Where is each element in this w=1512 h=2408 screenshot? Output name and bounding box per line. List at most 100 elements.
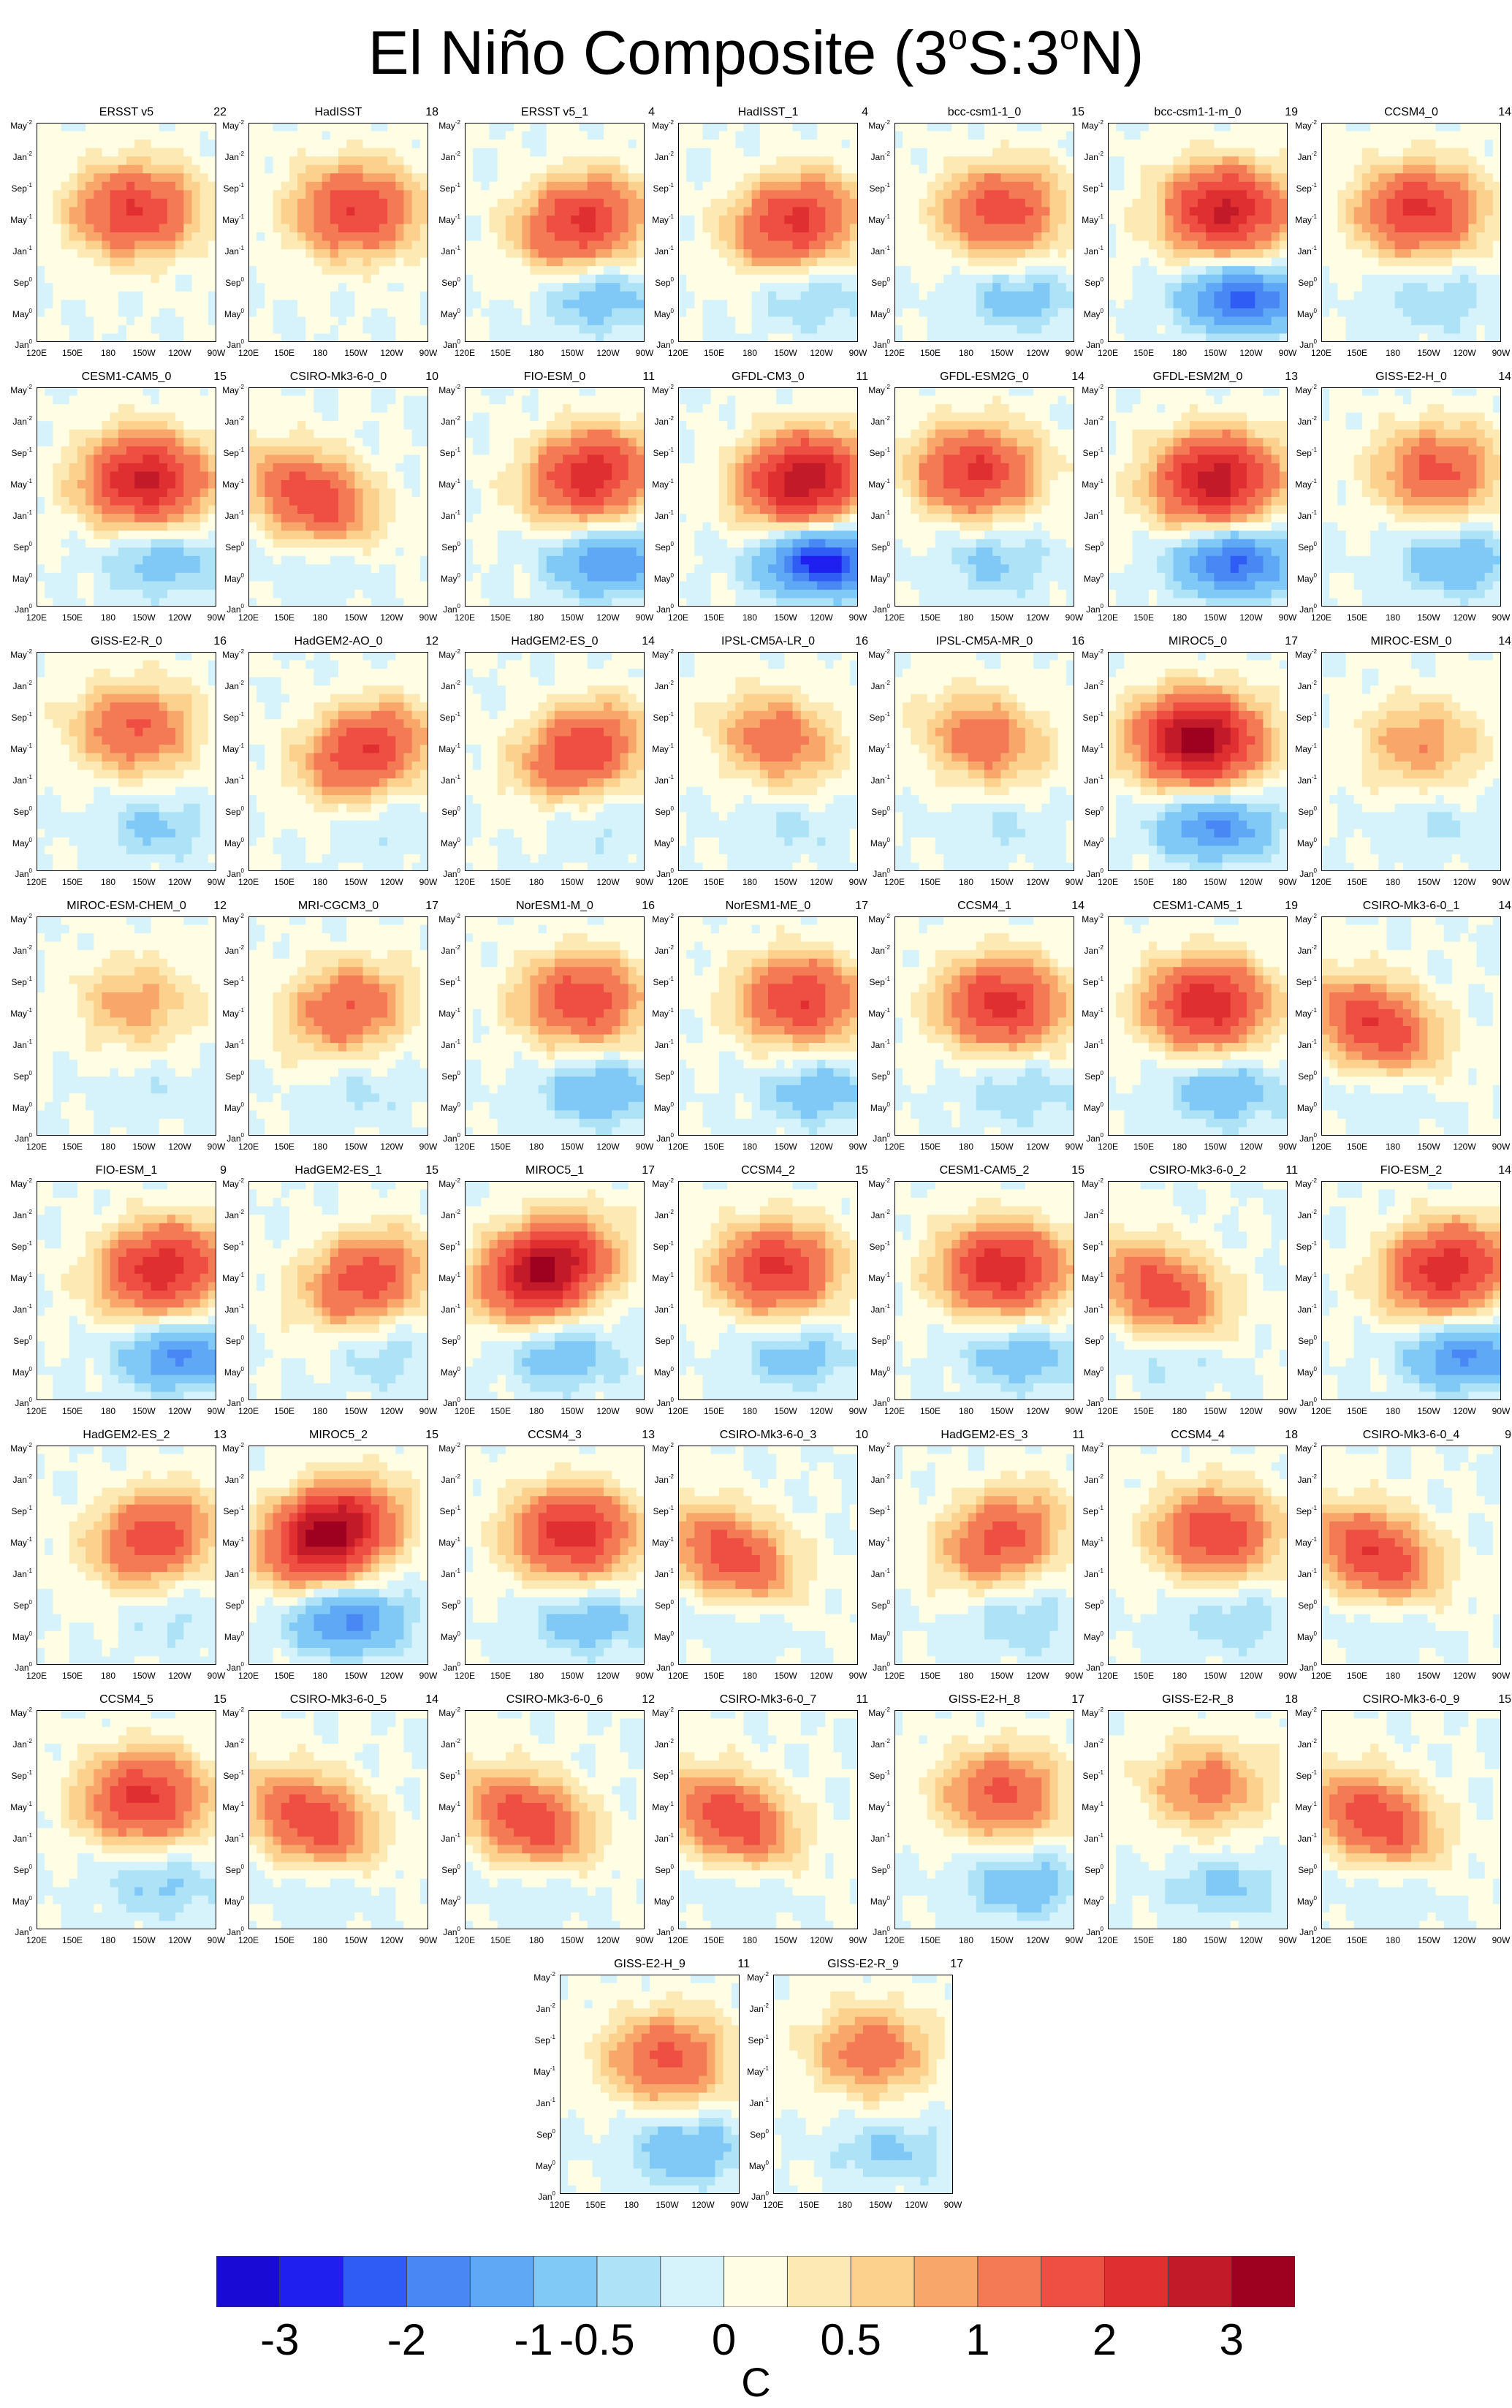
heatmap-cell xyxy=(1000,148,1010,157)
heatmap-cell xyxy=(759,266,769,276)
heatmap-cell xyxy=(1108,316,1117,326)
heatmap-cell xyxy=(45,589,53,599)
heatmap-cell xyxy=(1279,249,1288,259)
heatmap-cell xyxy=(1329,257,1338,267)
heatmap-cell xyxy=(505,232,514,242)
heatmap-cell xyxy=(727,266,736,276)
heatmap-cell xyxy=(143,522,152,531)
heatmap-cell xyxy=(94,421,103,430)
heatmap-cell xyxy=(1148,215,1158,225)
heatmap-cell xyxy=(322,300,331,309)
heatmap-cell xyxy=(53,547,62,557)
heatmap-cell xyxy=(61,572,70,582)
heatmap-cell xyxy=(1321,249,1330,259)
heatmap-cell xyxy=(841,283,851,292)
heatmap-cell xyxy=(776,283,785,292)
heatmap-cell xyxy=(473,308,482,317)
heatmap-cell xyxy=(1116,274,1125,284)
heatmap-cell xyxy=(473,316,482,326)
heatmap-cell xyxy=(314,429,323,438)
heatmap-cell xyxy=(505,324,514,335)
heatmap-cell xyxy=(273,207,282,216)
heatmap-cell xyxy=(175,131,184,140)
heatmap-cell xyxy=(118,232,127,242)
heatmap-cell xyxy=(1476,324,1486,335)
heatmap-cell xyxy=(825,249,835,259)
heatmap-cell xyxy=(1049,333,1059,342)
heatmap-cell xyxy=(183,446,193,455)
heatmap-cell xyxy=(1476,148,1486,157)
heatmap-cell xyxy=(126,300,135,309)
x-tick-label: 150W xyxy=(1413,348,1445,358)
heatmap-cell xyxy=(1321,283,1330,292)
heatmap-cell xyxy=(1222,148,1231,157)
heatmap-cell xyxy=(951,308,961,317)
heatmap-cell xyxy=(1017,316,1026,326)
heatmap-cell xyxy=(784,148,794,157)
heatmap-cell xyxy=(1222,173,1231,183)
heatmap-cell xyxy=(1427,333,1437,342)
heatmap-cell xyxy=(1049,207,1059,216)
heatmap-cell xyxy=(61,274,70,284)
heatmap-cell xyxy=(1222,308,1231,317)
heatmap-cell xyxy=(686,291,695,300)
heatmap-cell xyxy=(1230,333,1239,342)
panel: CSIRO-Mk3-6-0_0 10 May-2 Jan-2 Sep-1 May-1 Jan… xyxy=(222,371,438,623)
heatmap-cell xyxy=(191,589,201,599)
heatmap-cell xyxy=(1108,283,1117,292)
heatmap-cell xyxy=(968,240,977,250)
heatmap-cell xyxy=(1402,224,1412,233)
heatmap-cell xyxy=(489,156,498,166)
heatmap-cell xyxy=(338,463,347,472)
heatmap-cell xyxy=(514,123,523,132)
heatmap-cell xyxy=(1214,333,1223,342)
heatmap-cell xyxy=(628,257,637,267)
heatmap-cell xyxy=(1189,240,1198,250)
heatmap-cell xyxy=(77,547,86,557)
heatmap-cell xyxy=(1427,324,1437,335)
heatmap-cell xyxy=(1329,240,1338,250)
heatmap-cell xyxy=(94,266,103,276)
heatmap-cell xyxy=(1017,224,1026,233)
heatmap-cell xyxy=(1386,232,1396,242)
heatmap-cell xyxy=(1041,181,1051,191)
heatmap-cell xyxy=(69,266,78,276)
heatmap-cell xyxy=(338,438,347,447)
heatmap-cell xyxy=(1157,224,1166,233)
heatmap-cell xyxy=(110,522,119,531)
heatmap-cell xyxy=(620,181,629,191)
heatmap-cell xyxy=(1116,173,1125,183)
heatmap-cell xyxy=(759,198,769,208)
heatmap-cell xyxy=(265,156,274,166)
heatmap-cell xyxy=(77,240,86,250)
heatmap-cell xyxy=(257,395,265,405)
heatmap-cell xyxy=(768,173,777,183)
heatmap-cell xyxy=(620,232,629,242)
heatmap-cell xyxy=(1108,224,1117,233)
heatmap-cell xyxy=(200,140,209,149)
heatmap-cell xyxy=(776,123,785,132)
heatmap-cell xyxy=(1173,156,1182,166)
heatmap-cell xyxy=(94,547,103,557)
heatmap-cell xyxy=(143,539,152,548)
heatmap-cell xyxy=(1189,198,1198,208)
heatmap-cell xyxy=(1411,266,1420,276)
heatmap-cell xyxy=(808,232,818,242)
heatmap-cell xyxy=(354,446,364,455)
heatmap-cell xyxy=(387,429,396,438)
heatmap-cell xyxy=(126,505,135,514)
heatmap-cell xyxy=(151,547,160,557)
heatmap-cell xyxy=(314,463,323,472)
heatmap-cell xyxy=(143,266,152,276)
heatmap-cell xyxy=(903,291,911,300)
heatmap-cell xyxy=(257,181,265,191)
heatmap-cell xyxy=(1394,207,1404,216)
heatmap-cell xyxy=(183,274,193,284)
heatmap-cell xyxy=(911,324,920,335)
heatmap-cell xyxy=(718,131,728,140)
heatmap-cell xyxy=(126,463,135,472)
heatmap-cell xyxy=(248,224,257,233)
heatmap-cell xyxy=(825,291,835,300)
heatmap-cell xyxy=(555,291,563,300)
heatmap-cell xyxy=(1394,140,1404,149)
